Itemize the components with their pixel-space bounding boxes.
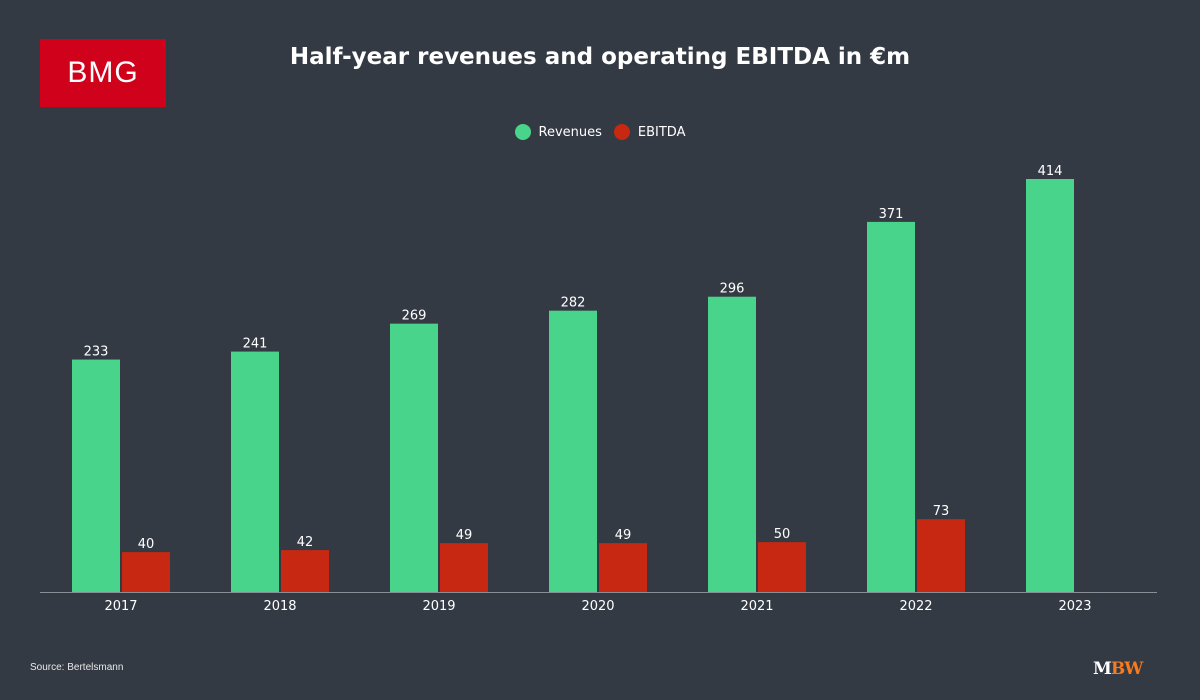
bar-revenues-2020: [549, 310, 597, 592]
data-label-ebitda-2019: 49: [456, 528, 473, 543]
x-tick-label-2018: 2018: [263, 599, 296, 614]
bar-ebitda-2022: [917, 519, 965, 592]
mbw-logo-part2: BW: [1110, 659, 1143, 679]
mbw-logo-part1: M: [1093, 659, 1112, 679]
legend-swatch-ebitda: [613, 124, 630, 140]
bar-ebitda-2021: [758, 542, 806, 592]
data-label-revenues-2017: 233: [84, 345, 109, 360]
data-label-revenues-2021: 296: [720, 282, 745, 297]
x-tick-label-2017: 2017: [104, 599, 137, 614]
bar-revenues-2023: [1026, 179, 1074, 592]
data-label-ebitda-2018: 42: [297, 535, 314, 550]
data-label-ebitda-2022: 73: [933, 504, 950, 519]
bar-ebitda-2017: [122, 552, 170, 592]
x-tick-label-2023: 2023: [1058, 599, 1091, 614]
data-label-revenues-2019: 269: [402, 309, 427, 324]
source-note: Source: Bertelsmann: [30, 662, 124, 673]
data-label-revenues-2023: 414: [1038, 164, 1063, 179]
legend-label-revenues: Revenues: [538, 124, 602, 140]
bar-revenues-2019: [390, 323, 438, 592]
legend-item-revenues[interactable]: Revenues: [514, 124, 602, 140]
x-tick-label-2020: 2020: [581, 599, 614, 614]
data-label-ebitda-2021: 50: [774, 527, 791, 542]
bar-ebitda-2020: [599, 543, 647, 592]
bar-revenues-2022: [867, 221, 915, 593]
legend-item-ebitda[interactable]: EBITDA: [613, 124, 686, 140]
x-tick-label-2021: 2021: [740, 599, 773, 614]
bar-revenues-2021: [708, 296, 756, 592]
bar-revenues-2018: [231, 351, 279, 592]
legend: Revenues EBITDA: [0, 124, 1200, 140]
data-label-revenues-2022: 371: [879, 207, 904, 222]
x-tick-label-2022: 2022: [899, 599, 932, 614]
bar-ebitda-2019: [440, 543, 488, 592]
mbw-logo: MBW: [1093, 659, 1143, 679]
bar-revenues-2017: [72, 359, 120, 592]
legend-label-ebitda: EBITDA: [637, 124, 686, 140]
data-label-revenues-2018: 241: [243, 337, 268, 352]
data-label-ebitda-2020: 49: [615, 528, 632, 543]
legend-swatch-revenues: [514, 124, 531, 140]
x-tick-label-2019: 2019: [422, 599, 455, 614]
chart-title: Half-year revenues and operating EBITDA …: [289, 44, 911, 70]
logo-text: BMG: [67, 56, 139, 89]
bmg-logo: BMG: [40, 39, 166, 107]
data-label-revenues-2020: 282: [561, 296, 586, 311]
data-label-ebitda-2017: 40: [138, 537, 155, 552]
bar-ebitda-2018: [281, 550, 329, 592]
